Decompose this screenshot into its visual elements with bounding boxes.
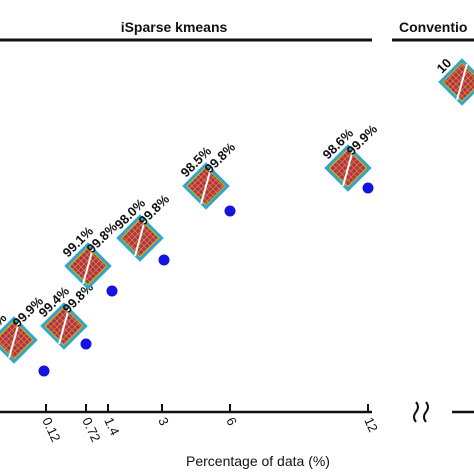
marker-dot — [224, 205, 236, 217]
data-point: 98.6%99.9% — [320, 121, 380, 194]
sample-thumbnail — [0, 316, 38, 364]
x-tick-label: 0.12 — [39, 415, 63, 444]
x-tick-label: 12 — [361, 415, 381, 434]
data-point: 98.0%99.8% — [112, 191, 172, 266]
isparse-group-label: iSparse kmeans — [121, 19, 228, 35]
data-point: 99.4%99.8% — [36, 279, 96, 350]
data-points: 7% 99.9%99.4%99.8%99.1%99.8%98.0%99.8%98.… — [0, 55, 474, 377]
thumbnail-inner-border — [186, 166, 226, 206]
thumbnail-divider — [82, 247, 94, 285]
x-tick-label: 0.72 — [79, 415, 103, 444]
accuracy-label: 7% — [0, 310, 10, 334]
thumbnail-inner-border — [442, 62, 474, 102]
axis-break-mark — [413, 401, 429, 423]
data-point: 98.5%99.8% — [178, 139, 238, 217]
thumbnail-inner-border — [328, 148, 368, 188]
x-axis-label: Percentage of data (%) — [186, 453, 330, 469]
x-tick-label: 3 — [155, 415, 172, 428]
thumbnail-divider — [200, 167, 212, 205]
thumbnail-divider — [456, 63, 468, 101]
marker-dot — [158, 254, 170, 266]
x-tick-label: 6 — [223, 415, 240, 428]
thumbnail-divider — [8, 321, 20, 359]
thumbnail-divider — [342, 149, 354, 187]
thumbnail-inner-border — [44, 306, 84, 346]
thumbnail-divider — [134, 219, 146, 257]
marker-dot — [106, 285, 118, 297]
marker-dot — [38, 365, 50, 377]
marker-dot — [80, 338, 92, 350]
x-tick-label: 1.4 — [101, 415, 122, 438]
thumbnail-divider — [58, 307, 70, 345]
conventional-group-label: Conventio — [399, 19, 467, 35]
thumbnail-inner-border — [68, 246, 108, 286]
thumbnail-inner-border — [0, 320, 34, 360]
data-point: 10 — [434, 55, 474, 106]
data-point: 99.1%99.8% — [60, 219, 120, 297]
thumbnail-inner-border — [120, 218, 160, 258]
marker-dot — [362, 182, 374, 194]
x-ticks: 0.12 0.721.4 3 6 12 — [39, 404, 381, 444]
